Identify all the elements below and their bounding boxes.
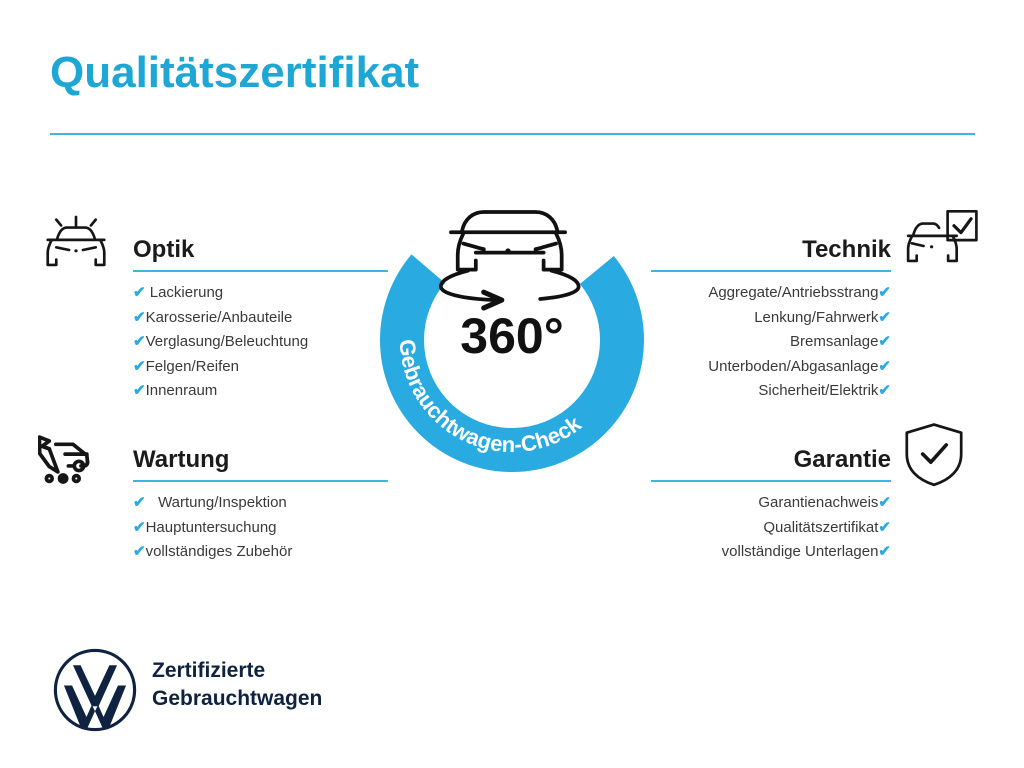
svg-text:360°: 360° — [460, 308, 563, 364]
